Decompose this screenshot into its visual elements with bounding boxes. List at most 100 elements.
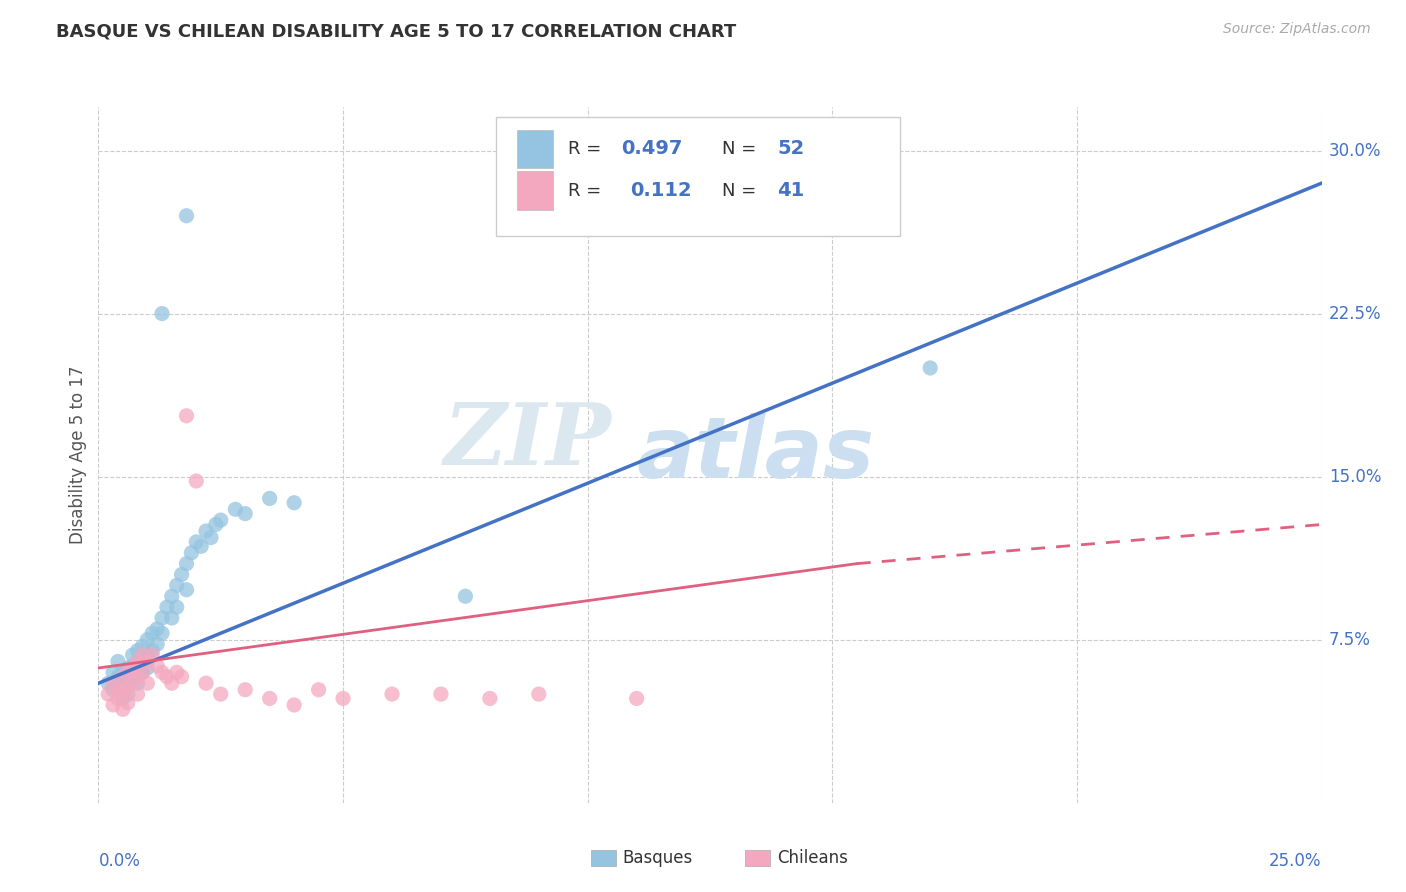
Text: N =: N =	[723, 182, 762, 200]
Point	[131, 639, 153, 653]
FancyBboxPatch shape	[517, 129, 554, 168]
Point	[111, 670, 134, 684]
Point	[150, 665, 173, 680]
Point	[224, 502, 246, 516]
Text: 0.0%: 0.0%	[98, 852, 141, 870]
Point	[209, 513, 232, 527]
Point	[117, 665, 139, 680]
Point	[136, 676, 159, 690]
Text: N =: N =	[723, 140, 762, 158]
Point	[176, 582, 198, 597]
Point	[111, 691, 134, 706]
Point	[121, 670, 143, 684]
Point	[141, 643, 163, 657]
Point	[209, 687, 232, 701]
Point	[186, 535, 208, 549]
Text: 15.0%: 15.0%	[1329, 467, 1381, 485]
Text: 7.5%: 7.5%	[1329, 631, 1371, 648]
Point	[107, 691, 129, 706]
Point	[166, 665, 188, 680]
Point	[233, 682, 256, 697]
Point	[101, 665, 124, 680]
Point	[107, 670, 129, 684]
Point	[127, 687, 149, 701]
Text: 22.5%: 22.5%	[1329, 304, 1381, 323]
Point	[111, 676, 134, 690]
Point	[190, 539, 212, 553]
Point	[170, 567, 193, 582]
Point	[478, 691, 501, 706]
Text: 52: 52	[778, 139, 804, 158]
Point	[136, 661, 159, 675]
Point	[156, 670, 179, 684]
Text: ZIP: ZIP	[444, 400, 612, 483]
Point	[381, 687, 404, 701]
Point	[283, 496, 305, 510]
Point	[259, 691, 281, 706]
Point	[131, 665, 153, 680]
Point	[101, 682, 124, 697]
Point	[127, 670, 149, 684]
Point	[308, 682, 330, 697]
Point	[131, 650, 153, 665]
Point	[166, 578, 188, 592]
Point	[121, 648, 143, 662]
Point	[117, 661, 139, 675]
Point	[186, 474, 208, 488]
Point	[111, 687, 134, 701]
Point	[150, 626, 173, 640]
Point	[141, 626, 163, 640]
Point	[195, 524, 218, 538]
Text: BASQUE VS CHILEAN DISABILITY AGE 5 TO 17 CORRELATION CHART: BASQUE VS CHILEAN DISABILITY AGE 5 TO 17…	[56, 22, 737, 40]
Point	[111, 702, 134, 716]
FancyBboxPatch shape	[517, 171, 554, 210]
Point	[107, 682, 129, 697]
Text: R =: R =	[568, 182, 613, 200]
Point	[180, 546, 202, 560]
Point	[527, 687, 550, 701]
FancyBboxPatch shape	[496, 118, 900, 235]
Point	[176, 209, 198, 223]
Point	[127, 643, 149, 657]
Point	[920, 360, 942, 375]
Point	[121, 658, 143, 673]
Text: atlas: atlas	[637, 413, 875, 497]
Point	[107, 655, 129, 669]
Y-axis label: Disability Age 5 to 17: Disability Age 5 to 17	[69, 366, 87, 544]
Point	[233, 507, 256, 521]
Point	[97, 687, 120, 701]
Point	[101, 676, 124, 690]
Point	[259, 491, 281, 506]
Point	[170, 670, 193, 684]
Point	[626, 691, 648, 706]
Point	[150, 611, 173, 625]
Text: R =: R =	[568, 140, 607, 158]
Point	[332, 691, 354, 706]
Point	[205, 517, 228, 532]
Point	[176, 557, 198, 571]
Point	[127, 655, 149, 669]
Point	[117, 687, 139, 701]
Text: 30.0%: 30.0%	[1329, 142, 1381, 160]
Point	[121, 676, 143, 690]
Point	[160, 611, 183, 625]
Point	[195, 676, 218, 690]
Text: Source: ZipAtlas.com: Source: ZipAtlas.com	[1223, 22, 1371, 37]
Point	[97, 676, 120, 690]
Point	[121, 661, 143, 675]
Text: Chileans: Chileans	[778, 849, 848, 867]
Text: 0.112: 0.112	[630, 181, 692, 200]
Point	[131, 648, 153, 662]
Point	[160, 676, 183, 690]
Point	[283, 698, 305, 712]
Point	[127, 655, 149, 669]
Point	[176, 409, 198, 423]
Point	[141, 648, 163, 662]
Point	[200, 531, 222, 545]
Point	[127, 676, 149, 690]
Point	[160, 589, 183, 603]
Point	[117, 681, 139, 695]
Point	[430, 687, 453, 701]
Point	[166, 600, 188, 615]
Point	[146, 658, 169, 673]
